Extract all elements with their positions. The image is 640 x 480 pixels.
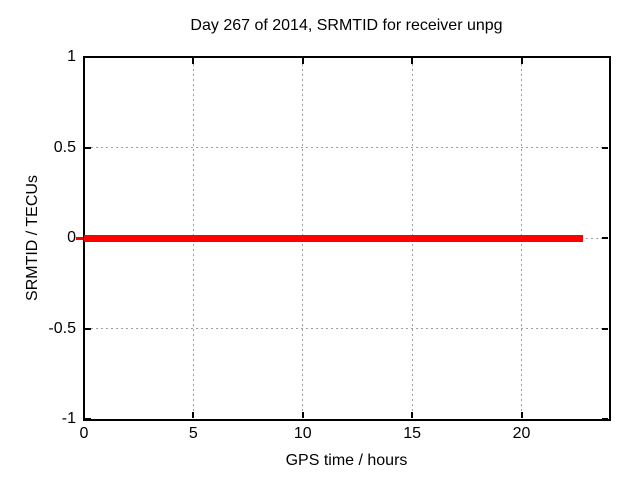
x-tick-mark-bottom [192,412,195,418]
x-tick-mark-bottom [411,412,414,418]
x-tick-label: 20 [512,425,531,442]
y-tick-mark-left [85,146,91,149]
y-tick-mark-left [85,327,91,330]
y-tick-label: -1 [61,410,76,427]
x-tick-mark-top [411,58,414,64]
y-tick-label: 1 [67,48,76,65]
h-gridline [86,328,607,329]
y-tick-mark-left [85,418,91,420]
x-tick-mark-bottom [301,412,304,418]
y-tick-mark-right [602,146,608,149]
x-tick-label: 0 [79,425,89,442]
y-tick-label: 0.5 [53,138,76,156]
y-tick-mark-right [602,327,608,330]
x-tick-label: 15 [403,425,422,442]
series-line [84,234,583,242]
y-tick-mark-right [602,418,608,420]
x-tick-mark-top [83,58,85,64]
x-tick-mark-top [520,58,523,64]
x-tick-mark-top [301,58,304,64]
y-tick-label: -0.5 [48,319,76,337]
x-axis-label: GPS time / hours [285,452,408,469]
x-tick-mark-bottom [520,412,523,418]
y-tick-mark-right [602,237,608,239]
y-tick-mark-right [602,56,608,58]
h-gridline [86,147,607,148]
series-line-start-cap [76,236,83,240]
x-tick-mark-bottom [83,412,85,418]
y-tick-mark-left [85,56,91,58]
x-tick-label: 5 [188,425,198,442]
chart-title: Day 267 of 2014, SRMTID for receiver unp… [190,17,503,34]
x-tick-label: 10 [293,425,312,442]
y-tick-label: 0 [67,229,76,246]
x-tick-mark-top [192,58,195,64]
